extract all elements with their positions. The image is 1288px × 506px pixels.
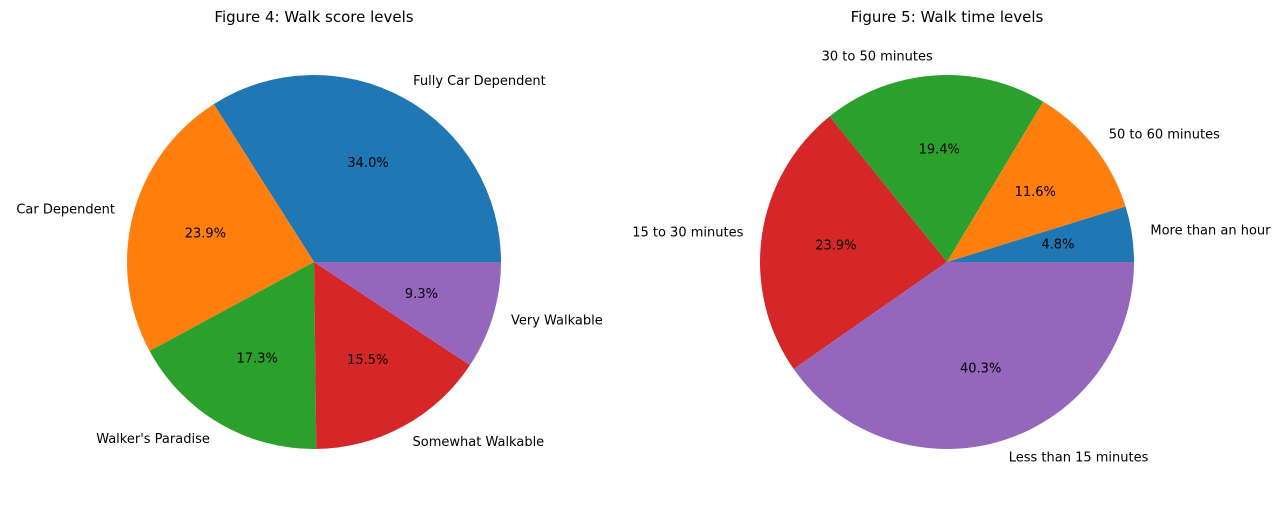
pie-slice-fully-car-dependent bbox=[213, 74, 501, 262]
pie-category-label: Less than 15 minutes bbox=[1009, 451, 1149, 466]
pie-percent-label: 40.3% bbox=[960, 362, 1001, 377]
pie-chart-walk-time: Figure 5: Walk time levels 4.8% More than… bbox=[632, 8, 1271, 466]
pie-category-label: More than an hour bbox=[1150, 224, 1271, 239]
pie-category-label: Car Dependent bbox=[16, 203, 115, 218]
pie-percent-label: 17.3% bbox=[237, 351, 278, 366]
pie-slice-less-than-15-minutes bbox=[793, 262, 1134, 450]
pie-percent-label: 23.9% bbox=[815, 239, 856, 254]
pie-slice-15-to-30-minutes bbox=[759, 116, 947, 370]
pie-slice-more-than-an-hour bbox=[947, 206, 1134, 262]
pie-category-label: Fully Car Dependent bbox=[413, 74, 546, 89]
pie-category-label: Somewhat Walkable bbox=[413, 435, 545, 450]
pie-percent-label: 9.3% bbox=[405, 287, 438, 302]
pie-percent-label: 23.9% bbox=[185, 226, 226, 241]
pie-slice-car-dependent bbox=[126, 104, 314, 352]
pie-percent-label: 15.5% bbox=[347, 353, 388, 368]
pie-slice-walker-s-paradise bbox=[149, 262, 317, 449]
pie-slice-30-to-50-minutes bbox=[829, 74, 1044, 263]
pie-percent-label: 4.8% bbox=[1041, 238, 1074, 253]
pie-category-label: Walker's Paradise bbox=[96, 432, 210, 447]
pie-percent-label: 34.0% bbox=[347, 156, 388, 171]
pie-category-label: 15 to 30 minutes bbox=[632, 226, 743, 241]
chart-title: Figure 5: Walk time levels bbox=[851, 8, 1044, 26]
chart-title: Figure 4: Walk score levels bbox=[214, 8, 413, 26]
pie-slice-somewhat-walkable bbox=[314, 262, 470, 449]
pie-slice-very-walkable bbox=[314, 262, 501, 366]
pie-percent-label: 11.6% bbox=[1015, 185, 1056, 200]
pie-percent-label: 19.4% bbox=[919, 143, 960, 158]
pie-category-label: 50 to 60 minutes bbox=[1109, 127, 1220, 142]
pie-category-label: 30 to 50 minutes bbox=[822, 49, 933, 64]
pie-chart-walk-score: Figure 4: Walk score levels 34.0% Fully C… bbox=[16, 8, 602, 450]
pie-slice-50-to-60-minutes bbox=[947, 101, 1126, 262]
pie-category-label: Very Walkable bbox=[511, 314, 603, 329]
